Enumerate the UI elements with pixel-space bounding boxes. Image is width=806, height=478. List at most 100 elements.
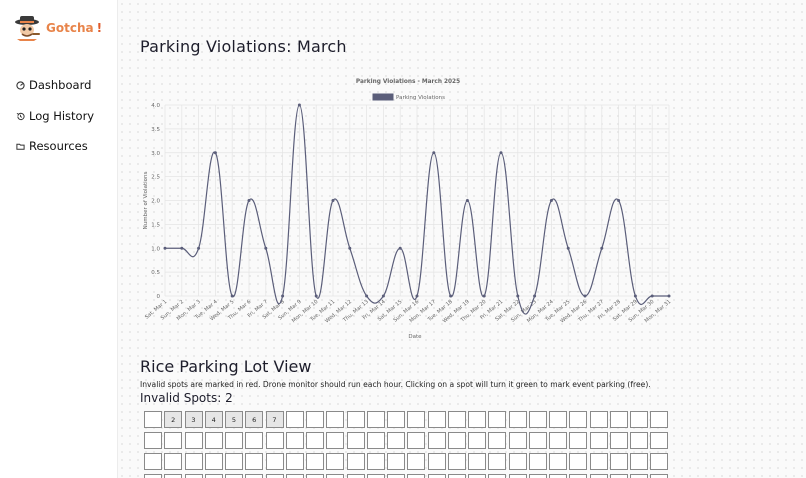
parking-spot[interactable] bbox=[508, 411, 527, 428]
parking-spot[interactable] bbox=[468, 411, 486, 428]
parking-spot[interactable] bbox=[650, 453, 669, 470]
parking-spot[interactable] bbox=[164, 453, 183, 470]
brand-logo[interactable]: Gotcha ! bbox=[14, 15, 102, 41]
parking-spot[interactable] bbox=[204, 453, 223, 470]
parking-spot[interactable] bbox=[164, 474, 183, 478]
parking-spot[interactable] bbox=[447, 432, 466, 449]
parking-spot[interactable] bbox=[569, 411, 588, 428]
parking-spot[interactable] bbox=[549, 474, 567, 478]
parking-spot[interactable] bbox=[630, 411, 648, 428]
parking-spot[interactable] bbox=[164, 432, 183, 449]
parking-spot[interactable]: 5 bbox=[225, 411, 243, 428]
parking-spot[interactable] bbox=[144, 453, 162, 470]
parking-spot[interactable]: 4 bbox=[204, 411, 223, 428]
parking-spot[interactable] bbox=[569, 453, 588, 470]
parking-spot[interactable] bbox=[407, 453, 426, 470]
parking-spot[interactable] bbox=[630, 453, 648, 470]
parking-spot[interactable] bbox=[447, 474, 466, 478]
parking-spot[interactable] bbox=[528, 411, 547, 428]
parking-spot[interactable] bbox=[346, 432, 365, 449]
parking-spot[interactable] bbox=[366, 453, 385, 470]
parking-spot[interactable] bbox=[387, 474, 405, 478]
parking-spot[interactable] bbox=[265, 432, 284, 449]
parking-spot[interactable] bbox=[609, 453, 628, 470]
parking-spot[interactable] bbox=[549, 411, 567, 428]
parking-spot[interactable] bbox=[427, 453, 446, 470]
parking-spot[interactable] bbox=[144, 474, 162, 478]
parking-spot[interactable] bbox=[306, 474, 324, 478]
parking-spot[interactable] bbox=[589, 411, 608, 428]
parking-spot[interactable] bbox=[225, 453, 243, 470]
parking-spot[interactable] bbox=[488, 411, 507, 428]
parking-spot[interactable] bbox=[630, 474, 648, 478]
parking-spot[interactable] bbox=[346, 453, 365, 470]
parking-spot[interactable] bbox=[569, 474, 588, 478]
parking-spot[interactable] bbox=[225, 474, 243, 478]
parking-spot[interactable] bbox=[468, 432, 486, 449]
parking-spot[interactable] bbox=[144, 432, 162, 449]
parking-spot[interactable] bbox=[407, 411, 426, 428]
parking-spot[interactable] bbox=[326, 432, 345, 449]
parking-spot[interactable] bbox=[650, 411, 669, 428]
parking-spot[interactable] bbox=[609, 411, 628, 428]
parking-spot[interactable] bbox=[346, 474, 365, 478]
parking-spot[interactable] bbox=[427, 432, 446, 449]
parking-spot[interactable] bbox=[245, 474, 264, 478]
parking-spot[interactable] bbox=[366, 432, 385, 449]
nav-log-history[interactable]: Log History bbox=[16, 109, 94, 123]
parking-spot[interactable] bbox=[306, 432, 324, 449]
parking-spot[interactable] bbox=[407, 474, 426, 478]
parking-spot[interactable] bbox=[144, 411, 162, 428]
parking-spot[interactable] bbox=[447, 453, 466, 470]
parking-spot[interactable] bbox=[630, 432, 648, 449]
parking-spot[interactable] bbox=[387, 453, 405, 470]
parking-spot[interactable] bbox=[609, 474, 628, 478]
parking-spot[interactable] bbox=[508, 432, 527, 449]
parking-spot[interactable] bbox=[549, 432, 567, 449]
parking-spot[interactable] bbox=[265, 474, 284, 478]
parking-spot[interactable] bbox=[285, 474, 304, 478]
parking-spot[interactable] bbox=[488, 453, 507, 470]
parking-spot[interactable] bbox=[650, 432, 669, 449]
parking-spot[interactable] bbox=[589, 474, 608, 478]
parking-spot[interactable]: 6 bbox=[245, 411, 264, 428]
parking-spot[interactable] bbox=[447, 411, 466, 428]
parking-spot[interactable] bbox=[285, 411, 304, 428]
parking-spot[interactable] bbox=[366, 411, 385, 428]
parking-spot[interactable] bbox=[589, 453, 608, 470]
parking-spot[interactable] bbox=[387, 432, 405, 449]
parking-spot[interactable] bbox=[508, 474, 527, 478]
parking-spot[interactable] bbox=[285, 432, 304, 449]
parking-spot[interactable]: 2 bbox=[164, 411, 183, 428]
parking-spot[interactable] bbox=[326, 474, 345, 478]
parking-spot[interactable] bbox=[326, 411, 345, 428]
parking-spot[interactable] bbox=[306, 411, 324, 428]
parking-spot[interactable] bbox=[427, 411, 446, 428]
parking-spot[interactable] bbox=[528, 432, 547, 449]
parking-spot[interactable] bbox=[265, 453, 284, 470]
parking-spot[interactable] bbox=[609, 432, 628, 449]
parking-spot[interactable] bbox=[306, 453, 324, 470]
parking-spot[interactable] bbox=[366, 474, 385, 478]
parking-spot[interactable] bbox=[650, 474, 669, 478]
parking-spot[interactable]: 7 bbox=[265, 411, 284, 428]
parking-spot[interactable] bbox=[569, 432, 588, 449]
parking-spot[interactable] bbox=[225, 432, 243, 449]
parking-spot[interactable] bbox=[589, 432, 608, 449]
nav-resources[interactable]: Resources bbox=[16, 139, 88, 153]
parking-spot[interactable] bbox=[427, 474, 446, 478]
parking-spot[interactable] bbox=[245, 432, 264, 449]
parking-spot[interactable] bbox=[387, 411, 405, 428]
parking-spot[interactable] bbox=[204, 432, 223, 449]
parking-spot[interactable] bbox=[285, 453, 304, 470]
parking-spot[interactable] bbox=[204, 474, 223, 478]
parking-spot[interactable] bbox=[508, 453, 527, 470]
parking-spot[interactable] bbox=[346, 411, 365, 428]
parking-spot[interactable] bbox=[184, 432, 203, 449]
parking-spot[interactable] bbox=[468, 474, 486, 478]
parking-spot[interactable] bbox=[528, 474, 547, 478]
parking-spot[interactable] bbox=[184, 474, 203, 478]
parking-spot[interactable] bbox=[549, 453, 567, 470]
parking-spot[interactable] bbox=[488, 474, 507, 478]
parking-spot[interactable] bbox=[245, 453, 264, 470]
